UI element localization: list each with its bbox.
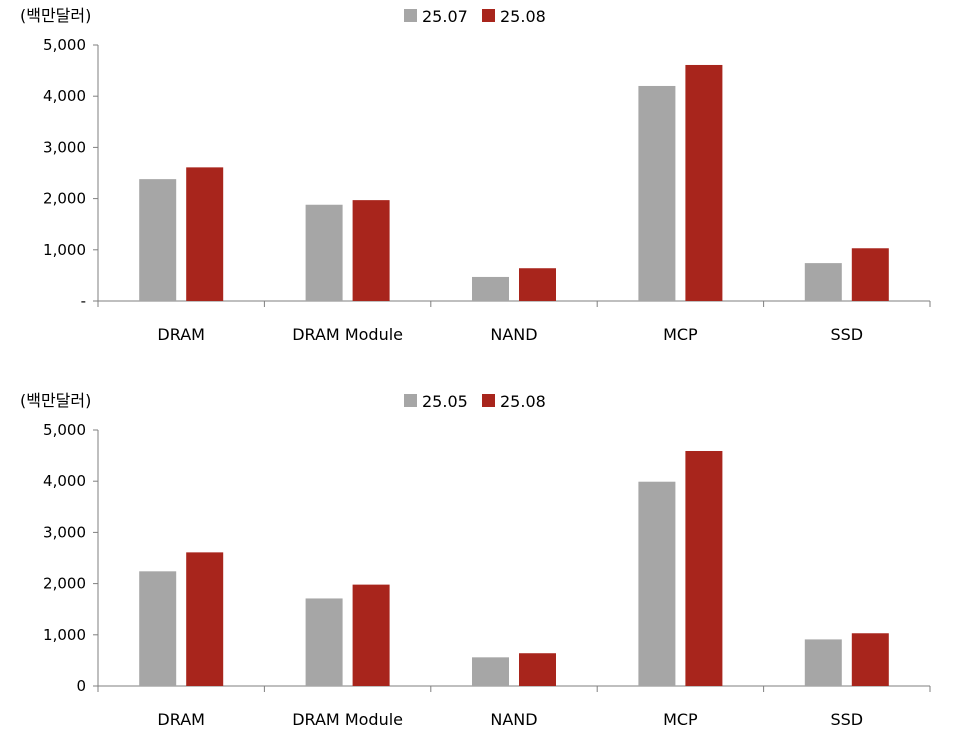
bar-25.05-dram — [139, 571, 177, 686]
bar-25.05-dram-module — [305, 598, 343, 686]
y-tick-label: 3,000 — [43, 523, 86, 541]
legend-label-0: 25.05 — [422, 392, 468, 411]
bar-25.08-nand — [519, 653, 556, 686]
bar-25.08-dram — [186, 552, 224, 686]
y-tick-label: 4,000 — [43, 472, 86, 490]
bar-25.07-dram — [139, 179, 177, 301]
x-category-label: DRAM Module — [292, 710, 403, 729]
bar-25.07-nand — [472, 276, 509, 301]
bar-chart-bottom: (백만달러) 25.05 25.08 0 1,000 2,000 3,000 4,000 5,0… — [20, 391, 931, 729]
y-tick-label: 0 — [76, 677, 86, 695]
y-tick-label: 1,000 — [43, 241, 86, 259]
y-tick-label: 4,000 — [43, 87, 86, 105]
legend-swatch-0 — [404, 394, 417, 407]
x-category-label: DRAM — [157, 710, 205, 729]
legend-label-1: 25.08 — [500, 392, 546, 411]
y-tick-label: 2,000 — [43, 575, 86, 593]
x-category-label: MCP — [663, 710, 698, 729]
bar-chart-top: (백만달러) 25.07 25.08 - 1,000 2,000 3,000 4,000 5,0… — [20, 6, 931, 344]
y-tick-label: 5,000 — [43, 36, 86, 54]
y-tick-label: 3,000 — [43, 138, 86, 156]
y-tick-label: - — [81, 292, 86, 310]
x-category-label: DRAM Module — [292, 325, 403, 344]
legend-label-0: 25.07 — [422, 7, 468, 26]
x-category-label: NAND — [490, 710, 537, 729]
legend-swatch-0 — [404, 9, 417, 22]
bar-25.08-ssd — [851, 633, 889, 686]
y-tick-label: 5,000 — [43, 421, 86, 439]
bar-25.07-mcp — [638, 85, 676, 302]
bar-25.07-ssd — [804, 263, 842, 301]
x-category-label: NAND — [490, 325, 537, 344]
legend-swatch-1 — [482, 9, 495, 22]
x-category-label: DRAM — [157, 325, 205, 344]
bar-25.05-mcp — [638, 481, 676, 686]
bar-25.08-dram-module — [352, 200, 390, 301]
x-category-label: SSD — [830, 710, 863, 729]
bar-25.07-dram-module — [305, 204, 343, 301]
x-category-label: MCP — [663, 325, 698, 344]
y-tick-label: 1,000 — [43, 626, 86, 644]
legend-label-1: 25.08 — [500, 7, 546, 26]
bar-25.05-nand — [472, 657, 509, 686]
y-axis-unit-label: (백만달러) — [20, 391, 91, 410]
bar-25.08-ssd — [851, 248, 889, 301]
bar-25.05-ssd — [804, 639, 842, 686]
bar-25.08-dram — [186, 167, 224, 301]
y-tick-label: 2,000 — [43, 190, 86, 208]
bar-25.08-mcp — [685, 64, 723, 301]
y-axis-unit-label: (백만달러) — [20, 6, 91, 25]
x-category-label: SSD — [830, 325, 863, 344]
bar-25.08-mcp — [685, 450, 723, 686]
bar-25.08-dram-module — [352, 584, 390, 686]
bar-25.08-nand — [519, 268, 556, 301]
legend-swatch-1 — [482, 394, 495, 407]
